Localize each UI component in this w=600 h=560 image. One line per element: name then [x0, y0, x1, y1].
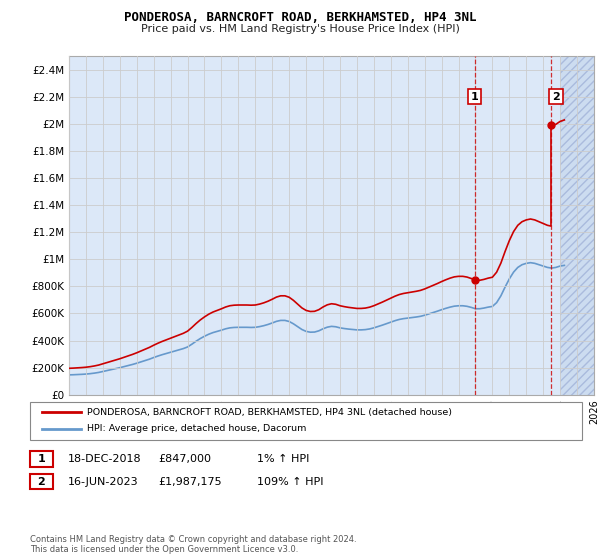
- Text: £847,000: £847,000: [158, 454, 211, 464]
- Text: 1: 1: [471, 92, 479, 102]
- Text: 2: 2: [552, 92, 560, 102]
- Text: 2: 2: [38, 477, 45, 487]
- Text: PONDEROSA, BARNCROFT ROAD, BERKHAMSTED, HP4 3NL (detached house): PONDEROSA, BARNCROFT ROAD, BERKHAMSTED, …: [87, 408, 452, 417]
- Text: Contains HM Land Registry data © Crown copyright and database right 2024.
This d: Contains HM Land Registry data © Crown c…: [30, 535, 356, 554]
- Text: 109% ↑ HPI: 109% ↑ HPI: [257, 477, 323, 487]
- Bar: [560, 56, 594, 395]
- Text: 16-JUN-2023: 16-JUN-2023: [68, 477, 139, 487]
- Text: 1: 1: [38, 454, 45, 464]
- Text: HPI: Average price, detached house, Dacorum: HPI: Average price, detached house, Daco…: [87, 424, 307, 433]
- Text: 18-DEC-2018: 18-DEC-2018: [68, 454, 142, 464]
- Text: £1,987,175: £1,987,175: [158, 477, 221, 487]
- Text: Price paid vs. HM Land Registry's House Price Index (HPI): Price paid vs. HM Land Registry's House …: [140, 24, 460, 34]
- Text: 1% ↑ HPI: 1% ↑ HPI: [257, 454, 309, 464]
- Text: PONDEROSA, BARNCROFT ROAD, BERKHAMSTED, HP4 3NL: PONDEROSA, BARNCROFT ROAD, BERKHAMSTED, …: [124, 11, 476, 24]
